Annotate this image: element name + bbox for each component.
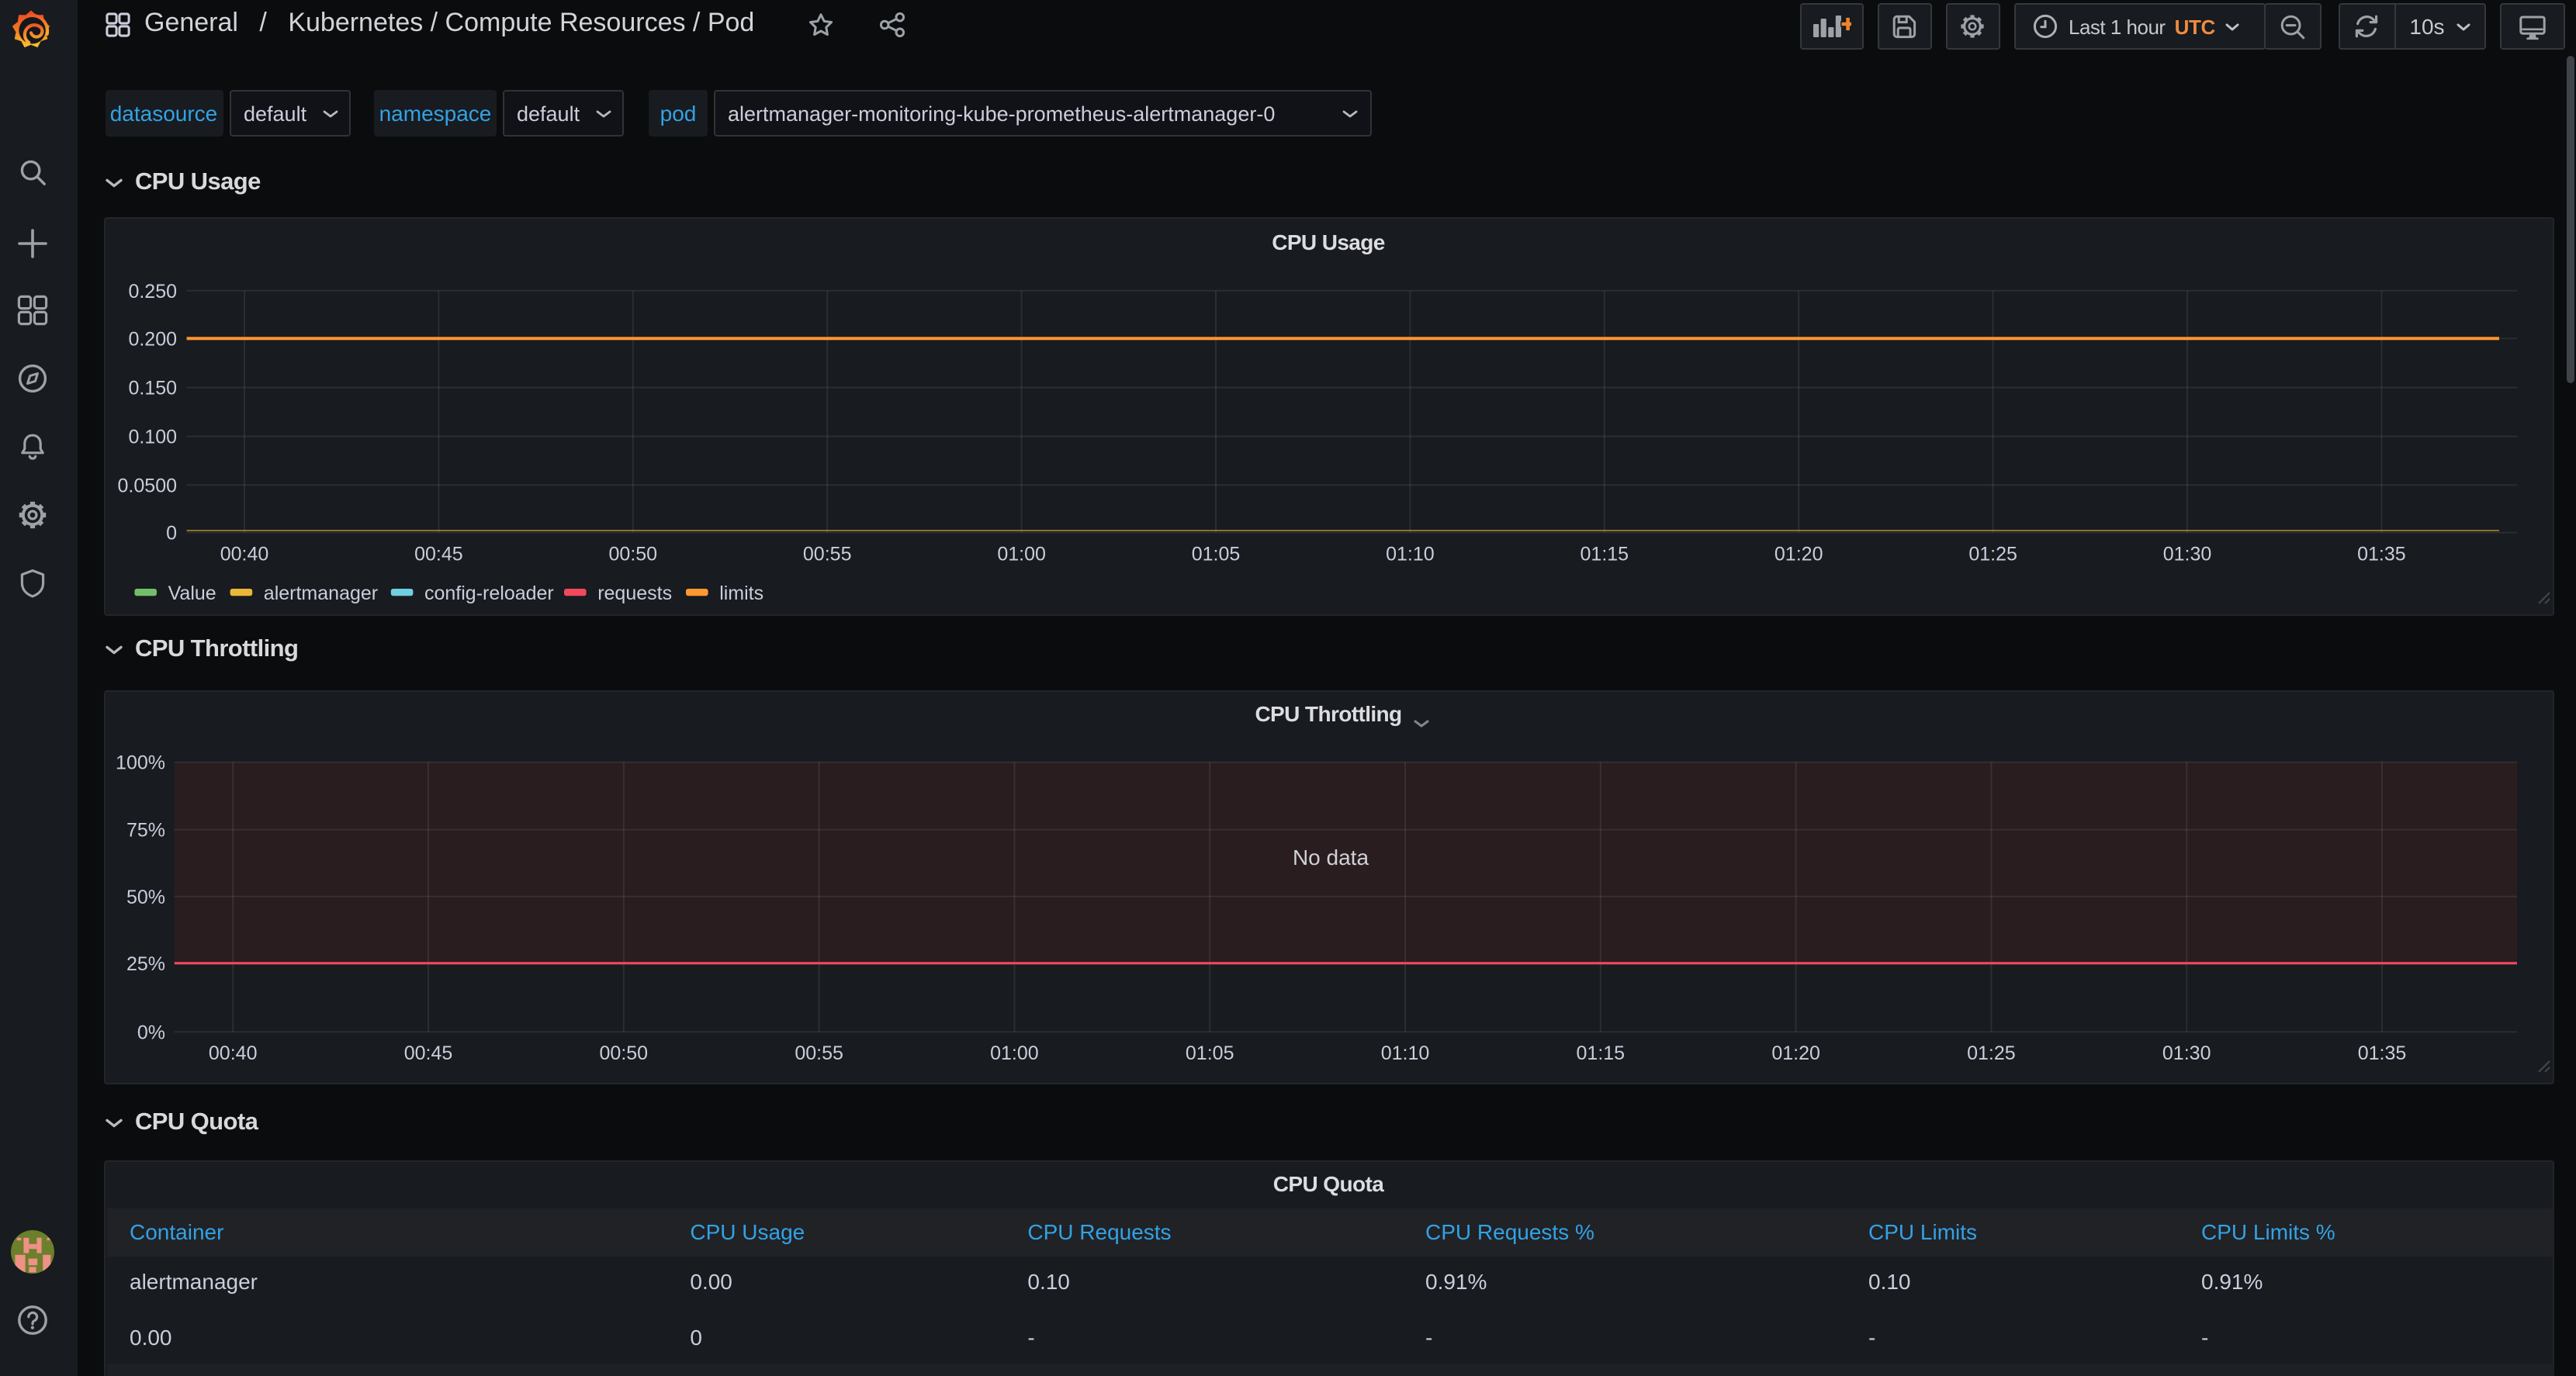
svg-text:100%: 100% [115, 752, 164, 773]
svg-text:00:50: 00:50 [599, 1042, 648, 1064]
svg-text:0: 0 [165, 522, 176, 544]
svg-text:01:30: 01:30 [2162, 543, 2211, 565]
svg-text:00:45: 00:45 [403, 1042, 452, 1064]
svg-text:01:25: 01:25 [1966, 1042, 2015, 1064]
svg-text:0.200: 0.200 [127, 327, 176, 349]
svg-text:01:10: 01:10 [1380, 1042, 1429, 1064]
svg-text:50%: 50% [126, 886, 164, 908]
svg-text:limits: limits [718, 582, 763, 603]
svg-text:0%: 0% [137, 1022, 164, 1043]
svg-text:75%: 75% [126, 819, 164, 841]
svg-text:01:15: 01:15 [1576, 1042, 1625, 1064]
svg-text:00:55: 00:55 [794, 1042, 843, 1064]
svg-text:01:05: 01:05 [1185, 1042, 1234, 1064]
svg-text:01:20: 01:20 [1774, 543, 1823, 565]
svg-text:0.250: 0.250 [127, 280, 176, 302]
svg-text:00:45: 00:45 [414, 543, 462, 565]
svg-text:01:35: 01:35 [2357, 1042, 2406, 1064]
svg-text:requests: requests [597, 582, 671, 603]
svg-text:00:55: 00:55 [802, 543, 851, 565]
svg-text:00:40: 00:40 [208, 1042, 257, 1064]
svg-text:01:35: 01:35 [2356, 543, 2405, 565]
svg-text:0.0500: 0.0500 [117, 474, 176, 496]
svg-text:01:05: 01:05 [1191, 543, 1240, 565]
svg-text:No data: No data [1292, 845, 1368, 869]
svg-text:25%: 25% [126, 952, 164, 974]
svg-text:0.100: 0.100 [127, 426, 176, 448]
svg-text:Value: Value [168, 582, 216, 603]
svg-text:01:00: 01:00 [996, 543, 1045, 565]
svg-text:01:15: 01:15 [1580, 543, 1629, 565]
svg-text:00:50: 00:50 [608, 543, 657, 565]
svg-text:01:00: 01:00 [989, 1042, 1038, 1064]
svg-text:01:25: 01:25 [1968, 543, 2017, 565]
svg-text:00:40: 00:40 [220, 543, 268, 565]
svg-text:01:10: 01:10 [1385, 543, 1434, 565]
svg-text:0.150: 0.150 [127, 377, 176, 399]
svg-text:alertmanager: alertmanager [263, 582, 377, 603]
svg-text:01:30: 01:30 [2162, 1042, 2211, 1064]
svg-text:config-reloader: config-reloader [424, 582, 553, 603]
svg-text:01:20: 01:20 [1771, 1042, 1819, 1064]
